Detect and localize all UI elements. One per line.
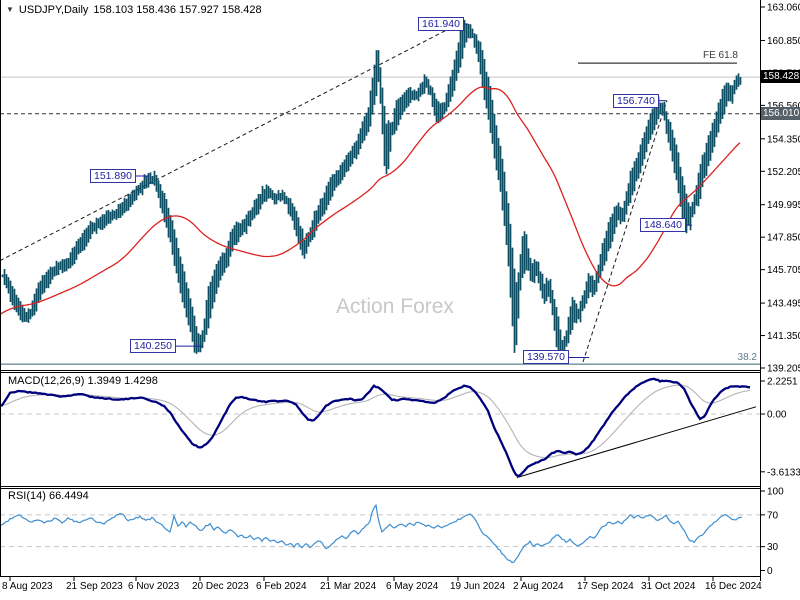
svg-text:147.850: 147.850 [767,233,800,244]
price-annotation: 139.570 [523,350,569,365]
price-annotation: 151.890 [90,169,136,184]
svg-text:17 Sep 2024: 17 Sep 2024 [577,581,634,592]
collapse-indicator-icon[interactable]: ▼ [6,5,14,14]
chart-title-row: ▼ USDJPY,Daily 158.103 158.436 157.927 1… [6,4,262,16]
candlestick-series [1,19,742,364]
svg-text:139.205: 139.205 [767,364,800,375]
panel-borders [0,0,761,581]
svg-text:30: 30 [767,542,779,553]
ohlc-values: 158.103 158.436 157.927 158.428 [93,4,262,16]
svg-text:0: 0 [767,566,773,577]
svg-text:156.560: 156.560 [767,101,800,112]
trendlines [0,19,668,363]
svg-text:6 Nov 2023: 6 Nov 2023 [128,581,180,592]
watermark: Action Forex [336,295,454,318]
annotation-connectors [130,23,692,358]
fib-expansion-label: FE 61.8 [702,50,738,61]
svg-text:31 Oct 2024: 31 Oct 2024 [641,581,696,592]
svg-text:143.495: 143.495 [767,299,800,310]
price-annotation: 161.940 [418,16,464,31]
svg-text:16 Dec 2024: 16 Dec 2024 [705,581,762,592]
svg-text:160.850: 160.850 [767,36,800,47]
macd-panel-label: MACD(12,26,9) 1.3949 1.4298 [8,375,158,387]
svg-text:21 Mar 2024: 21 Mar 2024 [320,581,377,592]
price-annotation: 148.640 [640,218,686,233]
svg-text:2 Aug 2024: 2 Aug 2024 [513,581,564,592]
svg-text:8 Aug 2023: 8 Aug 2023 [2,581,53,592]
rsi-axis-labels: 100 70 30 0 [760,487,784,577]
macd-panel [0,377,760,478]
svg-text:2.2251: 2.2251 [767,377,798,388]
svg-text:21 Sep 2023: 21 Sep 2023 [66,581,123,592]
svg-text:19 Jun 2024: 19 Jun 2024 [450,581,505,592]
svg-text:100: 100 [767,487,784,498]
price-annotation: 156.740 [613,93,659,108]
svg-text:6 May 2024: 6 May 2024 [386,581,439,592]
ma-line [0,86,741,315]
symbol-period-label: USDJPY,Daily [18,4,89,16]
price-annotation: 140.250 [130,339,176,354]
macd-axis-labels: 2.2251 0.00 -3.6133 [760,377,800,478]
svg-text:141.350: 141.350 [767,331,800,342]
svg-text:154.350: 154.350 [767,134,800,145]
rsi-panel [0,503,760,564]
svg-text:-3.6133: -3.6133 [767,467,800,478]
fib-retracement-label: 38.2 [737,352,757,363]
svg-text:6 Feb 2024: 6 Feb 2024 [256,581,307,592]
svg-text:145.705: 145.705 [767,265,800,276]
time-axis-labels: 8 Aug 2023 21 Sep 2023 6 Nov 2023 20 Dec 20… [2,576,762,592]
svg-text:152.205: 152.205 [767,167,800,178]
price-level-badge: 156.010 [761,107,800,120]
svg-text:70: 70 [767,510,779,521]
rsi-panel-label: RSI(14) 66.4494 [8,490,89,502]
current-price-badge: 158.428 [761,70,800,83]
svg-text:20 Dec 2023: 20 Dec 2023 [192,581,249,592]
svg-text:163.060: 163.060 [767,3,800,14]
svg-text:0.00: 0.00 [767,410,787,421]
svg-text:149.995: 149.995 [767,200,800,211]
price-axis-labels: 163.060160.850158.705156.560154.350152.2… [760,3,800,375]
